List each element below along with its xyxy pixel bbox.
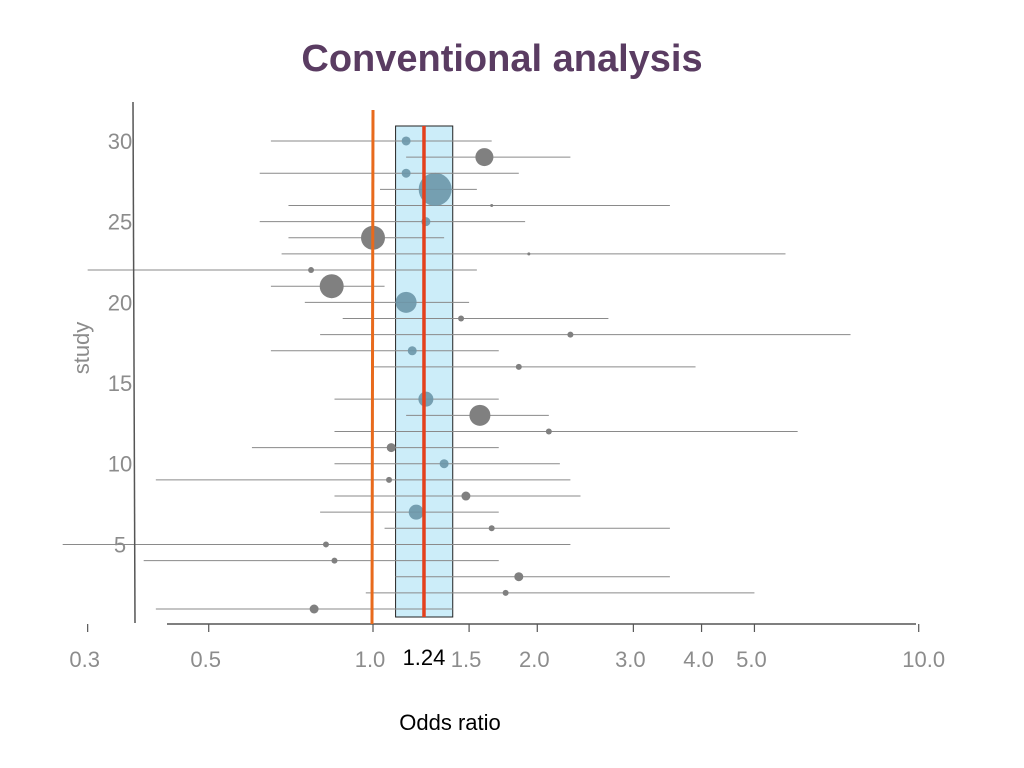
y-tick-label: 20 (108, 290, 132, 315)
study-point (407, 346, 417, 356)
study-point (527, 252, 531, 256)
x-tick-label: 10.0 (902, 647, 945, 672)
x-tick-label: 2.0 (519, 647, 550, 672)
study-point (319, 274, 344, 299)
study-point (322, 541, 329, 548)
x-tick-label: 0.3 (69, 647, 100, 672)
null-effect-line (370, 109, 375, 625)
x-tick-label: 3.0 (615, 647, 646, 672)
study-point (418, 391, 434, 407)
study-point (386, 476, 393, 483)
study-point (395, 291, 417, 313)
study-point (545, 428, 552, 435)
study-point (502, 589, 509, 596)
study-point (418, 172, 452, 206)
x-tick-label: 1.0 (355, 647, 386, 672)
study-point (475, 148, 494, 167)
y-tick-label: 10 (108, 452, 132, 477)
study-point (308, 267, 315, 274)
y-tick-label: 15 (108, 371, 132, 396)
study-point (386, 443, 396, 453)
study-point (408, 504, 424, 520)
study-point (490, 204, 494, 207)
y-tick-label: 30 (108, 129, 132, 154)
study-point (309, 604, 319, 614)
study-point (458, 315, 465, 322)
study-point (469, 404, 491, 426)
study-point (439, 459, 449, 469)
y-tick-label: 5 (114, 532, 126, 557)
x-tick-label: 1.5 (451, 647, 482, 672)
study-point (331, 557, 338, 564)
pooled-estimate-label: 1.24 (403, 645, 446, 670)
study-point (461, 491, 471, 501)
y-axis-label: study (69, 322, 94, 375)
study-point (514, 572, 524, 582)
x-tick-label: 4.0 (683, 647, 714, 672)
x-axis-label: Odds ratio (399, 710, 501, 735)
chart-title: Conventional analysis (301, 38, 703, 80)
study-point (401, 168, 411, 178)
x-tick-label: 0.5 (190, 647, 221, 672)
study-point (567, 331, 574, 338)
study-point (488, 525, 495, 532)
y-tick-label: 25 (108, 210, 132, 235)
y-axis-line (132, 101, 136, 624)
study-point (515, 363, 522, 370)
x-tick-label: 5.0 (736, 647, 767, 672)
study-point (401, 136, 411, 146)
